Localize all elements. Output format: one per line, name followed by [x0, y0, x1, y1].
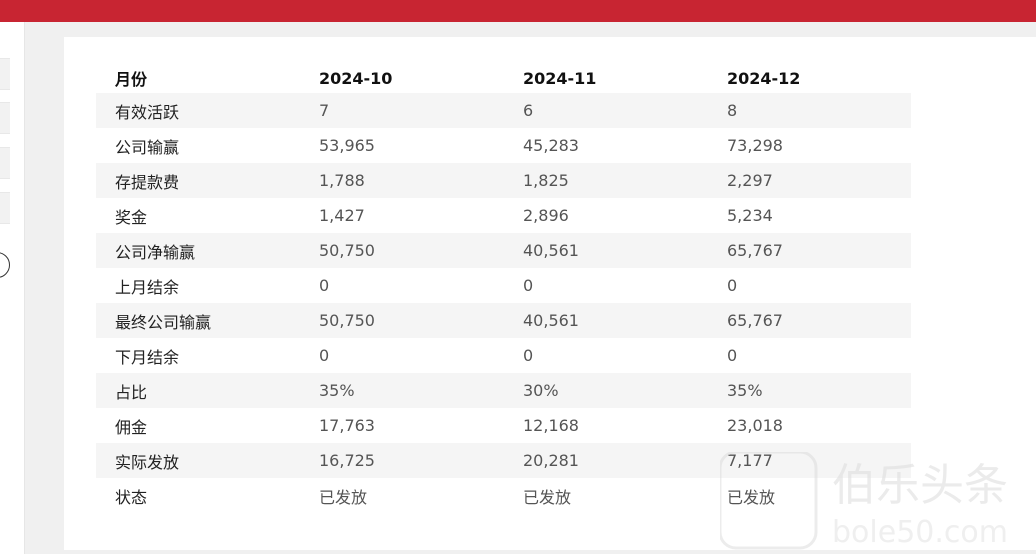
sidebar-item[interactable] [0, 192, 10, 224]
row-value: 16,725 [300, 443, 504, 478]
report-card: 月份 2024-10 2024-11 2024-12 有效活跃 7 6 8 公司输赢 53… [64, 37, 1036, 550]
row-value: 1,427 [319, 206, 365, 225]
table-row: 公司输赢 53,965 45,283 73,298 [96, 128, 911, 163]
sidebar-item[interactable] [0, 102, 10, 134]
row-label: 实际发放 [96, 443, 300, 478]
row-value: 12,168 [523, 416, 579, 435]
table-header-row: 月份 2024-10 2024-11 2024-12 [96, 59, 911, 93]
row-value: 1,825 [504, 163, 708, 198]
row-value: 2,297 [708, 163, 911, 198]
row-value: 已发放 [523, 487, 572, 507]
header-2024-12: 2024-12 [727, 68, 801, 88]
row-value: 0 [523, 276, 534, 295]
row-label: 状态 [115, 487, 148, 507]
row-label: 存提款费 [96, 163, 300, 198]
row-value: 45,283 [523, 136, 579, 155]
table-row: 佣金 17,763 12,168 23,018 [96, 408, 911, 443]
row-label: 下月结余 [115, 347, 180, 367]
table-row: 占比 35% 30% 35% [96, 373, 911, 408]
row-label: 有效活跃 [96, 93, 300, 128]
sidebar-item[interactable] [0, 58, 10, 90]
top-bar [0, 0, 1036, 22]
row-value: 40,561 [504, 233, 708, 268]
row-value: 7,177 [708, 443, 911, 478]
row-value: 35% [300, 373, 504, 408]
collapse-toggle-icon[interactable] [0, 252, 10, 278]
row-value: 0 [319, 346, 330, 365]
row-value: 6 [504, 93, 708, 128]
row-label: 公司净输赢 [96, 233, 300, 268]
table-row: 公司净输赢 50,750 40,561 65,767 [96, 233, 911, 268]
row-value: 已发放 [319, 487, 368, 507]
table-row: 实际发放 16,725 20,281 7,177 [96, 443, 911, 478]
row-value: 0 [319, 276, 330, 295]
monthly-report-table: 月份 2024-10 2024-11 2024-12 有效活跃 7 6 8 公司输赢 53… [96, 59, 911, 513]
row-value: 7 [300, 93, 504, 128]
row-label: 公司输赢 [115, 137, 180, 157]
row-value: 73,298 [727, 136, 783, 155]
row-value: 40,561 [504, 303, 708, 338]
row-value: 1,788 [300, 163, 504, 198]
table-row: 状态 已发放 已发放 已发放 [96, 478, 911, 513]
row-value: 0 [523, 346, 534, 365]
row-value: 53,965 [319, 136, 375, 155]
table-row: 下月结余 0 0 0 [96, 338, 911, 373]
table-row: 有效活跃 7 6 8 [96, 93, 911, 128]
sidebar-item[interactable] [0, 147, 10, 179]
row-value: 50,750 [300, 233, 504, 268]
row-value: 0 [727, 346, 738, 365]
row-value: 65,767 [708, 233, 911, 268]
header-2024-11: 2024-11 [523, 68, 597, 88]
row-value: 17,763 [319, 416, 375, 435]
row-label: 奖金 [115, 207, 148, 227]
table-row: 存提款费 1,788 1,825 2,297 [96, 163, 911, 198]
row-value: 30% [504, 373, 708, 408]
row-label: 占比 [96, 373, 300, 408]
row-value: 20,281 [504, 443, 708, 478]
row-value: 23,018 [727, 416, 783, 435]
row-value: 0 [727, 276, 738, 295]
table-row: 上月结余 0 0 0 [96, 268, 911, 303]
row-label: 上月结余 [115, 277, 180, 297]
row-value: 8 [708, 93, 911, 128]
row-value: 已发放 [727, 487, 776, 507]
row-value: 50,750 [300, 303, 504, 338]
row-value: 5,234 [727, 206, 773, 225]
sidebar [0, 22, 25, 554]
row-label: 佣金 [115, 417, 148, 437]
table-row: 奖金 1,427 2,896 5,234 [96, 198, 911, 233]
row-value: 2,896 [523, 206, 569, 225]
header-month: 月份 [115, 70, 148, 89]
table-row: 最终公司输赢 50,750 40,561 65,767 [96, 303, 911, 338]
row-value: 65,767 [708, 303, 911, 338]
header-2024-10: 2024-10 [319, 68, 393, 88]
row-value: 35% [708, 373, 911, 408]
row-label: 最终公司输赢 [96, 303, 300, 338]
